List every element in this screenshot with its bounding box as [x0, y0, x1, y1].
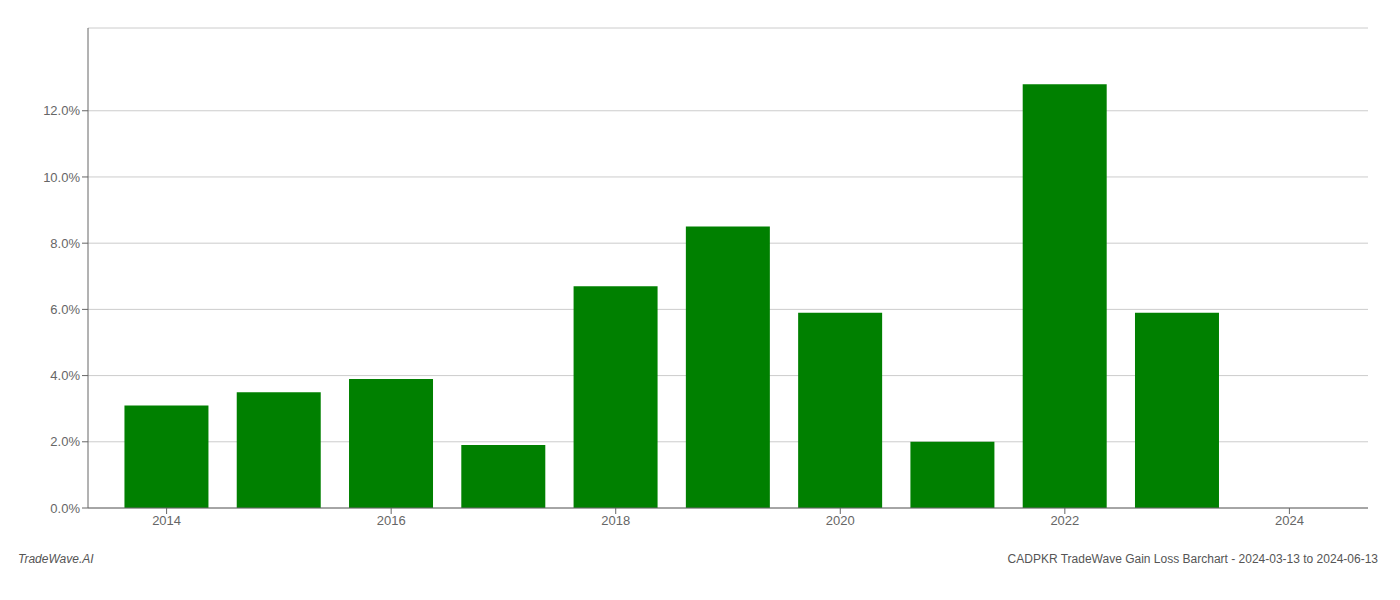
svg-text:2.0%: 2.0%	[50, 434, 80, 449]
svg-text:4.0%: 4.0%	[50, 368, 80, 383]
svg-text:8.0%: 8.0%	[50, 236, 80, 251]
svg-text:2018: 2018	[601, 513, 630, 528]
html-text:TradeWave.AI: TradeWave.AI	[18, 552, 94, 566]
svg-text:6.0%: 6.0%	[50, 302, 80, 317]
svg-text:2022: 2022	[1050, 513, 1079, 528]
svg-text:2020: 2020	[826, 513, 855, 528]
svg-text:10.0%: 10.0%	[43, 170, 80, 185]
svg-text:12.0%: 12.0%	[43, 103, 80, 118]
svg-text:2014: 2014	[152, 513, 181, 528]
svg-text:0.0%: 0.0%	[50, 501, 80, 516]
html-text:CADPKR TradeWave Gain Loss Bar: CADPKR TradeWave Gain Loss Barchart - 20…	[1007, 552, 1378, 566]
svg-text:2016: 2016	[377, 513, 406, 528]
svg-text:2024: 2024	[1275, 513, 1304, 528]
